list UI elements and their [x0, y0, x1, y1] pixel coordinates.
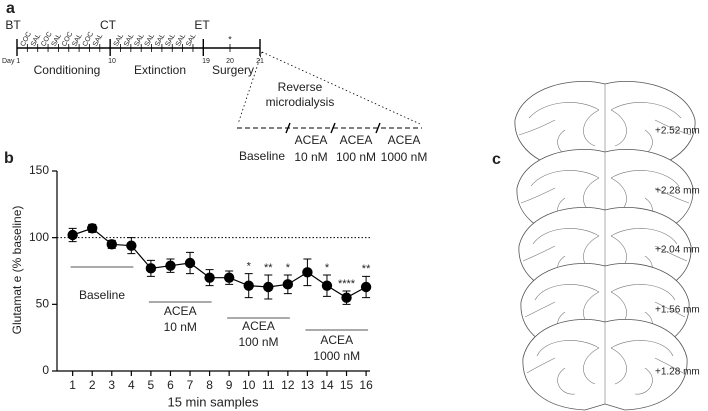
section-level: +1.56 mm — [655, 305, 700, 316]
y-tick-label: 150 — [29, 163, 49, 177]
data-point — [360, 281, 372, 293]
x-tick-label: 5 — [148, 378, 155, 392]
group-label: 100 nM — [238, 335, 278, 349]
x-tick-label: 14 — [320, 378, 334, 392]
y-tick-label: 0 — [42, 363, 49, 377]
x-tick-label: 11 — [262, 378, 275, 392]
x-tick-label: 6 — [167, 378, 174, 392]
x-tick-label: 15 — [340, 378, 354, 392]
day-label: 21 — [256, 58, 264, 65]
group-label: ACEA — [164, 304, 197, 318]
group-label: Baseline — [79, 288, 125, 302]
panel-label: c — [492, 151, 501, 168]
data-point — [106, 239, 117, 250]
data-point — [341, 292, 352, 303]
section-level: +2.28 mm — [655, 186, 700, 197]
marker-label: BT — [5, 18, 21, 32]
significance: * — [247, 261, 252, 273]
series-line — [72, 227, 367, 299]
x-tick-label: 1 — [69, 378, 76, 392]
session-label: SAL — [185, 33, 197, 48]
condition-label: Baseline — [239, 149, 285, 163]
data-point — [145, 263, 157, 274]
x-tick-label: 7 — [187, 378, 194, 392]
y-tick-label: 100 — [29, 230, 49, 244]
surgery-star: * — [228, 34, 232, 44]
significance: ** — [264, 262, 273, 274]
panel-label: a — [6, 0, 15, 17]
x-tick-label: 9 — [226, 378, 233, 392]
data-point — [126, 240, 137, 251]
condition-label: ACEA — [340, 133, 373, 147]
phase-label: Surgery — [212, 63, 254, 77]
x-tick-label: 16 — [359, 378, 373, 392]
data-point — [67, 229, 78, 241]
condition-label: 100 nM — [336, 150, 376, 164]
data-point — [165, 260, 176, 271]
group-label: ACEA — [242, 319, 275, 333]
data-point — [302, 267, 313, 278]
condition-label: ACEA — [388, 133, 421, 147]
data-point — [243, 280, 254, 291]
brain-sections: +2.52 mm +2.28 mm +2.04 mm +1.56 mm +1.28 mm — [514, 81, 700, 411]
x-tick-label: 12 — [281, 378, 295, 392]
y-tick-label: 50 — [36, 297, 50, 311]
timeline: BT CT ET Day 1 10 19 20 21 * Conditioning Extincti… — [2, 18, 427, 164]
data-point — [321, 280, 333, 291]
reverse-label: microdialysis — [266, 95, 335, 109]
phase-label: Conditioning — [34, 63, 101, 77]
data-point — [282, 279, 294, 290]
brain-section — [522, 319, 688, 411]
zoom-line — [237, 51, 421, 125]
x-tick-label: 10 — [242, 378, 256, 392]
section-level: +1.28 mm — [655, 367, 700, 378]
x-tick-label: 2 — [89, 378, 96, 392]
significance: * — [325, 262, 330, 274]
data-point — [204, 272, 215, 283]
section-detail — [518, 84, 692, 166]
section-level: +2.52 mm — [655, 126, 700, 137]
group-label: 1000 nM — [313, 349, 360, 363]
break-slash — [330, 122, 336, 134]
data-point — [263, 281, 274, 293]
x-axis-title: 15 min samples — [167, 394, 259, 409]
data-point — [223, 272, 235, 283]
data-point — [184, 257, 196, 269]
x-tick-label: 13 — [301, 378, 315, 392]
marker-label: ET — [194, 18, 210, 32]
x-tick-label: 4 — [128, 378, 135, 392]
significance: * — [286, 262, 291, 274]
section-detail — [526, 322, 684, 404]
day-label: Day 1 — [2, 58, 20, 65]
day-label: 19 — [202, 58, 210, 65]
significance: ** — [362, 263, 371, 275]
x-tick-label: 3 — [108, 378, 115, 392]
break-slash — [375, 122, 381, 134]
condition-label: 10 nM — [294, 150, 327, 164]
phase-label: Extinction — [134, 63, 186, 77]
day-label: 20 — [226, 58, 234, 65]
x-tick-label: 8 — [206, 378, 213, 392]
day-label: 10 — [108, 58, 116, 65]
group-label: 10 nM — [164, 320, 197, 334]
group-label: ACEA — [320, 333, 353, 347]
marker-label: CT — [100, 18, 117, 32]
break-slash — [285, 122, 291, 134]
y-axis-title: Glutamat e (% baseline) — [10, 206, 24, 335]
significance: **** — [338, 278, 356, 290]
section-level: +2.04 mm — [655, 245, 700, 256]
panel-label: b — [4, 150, 14, 167]
data-point — [87, 223, 98, 234]
condition-label: 1000 nM — [381, 150, 428, 164]
reverse-label: Reverse — [278, 80, 323, 94]
condition-label: ACEA — [295, 133, 328, 147]
